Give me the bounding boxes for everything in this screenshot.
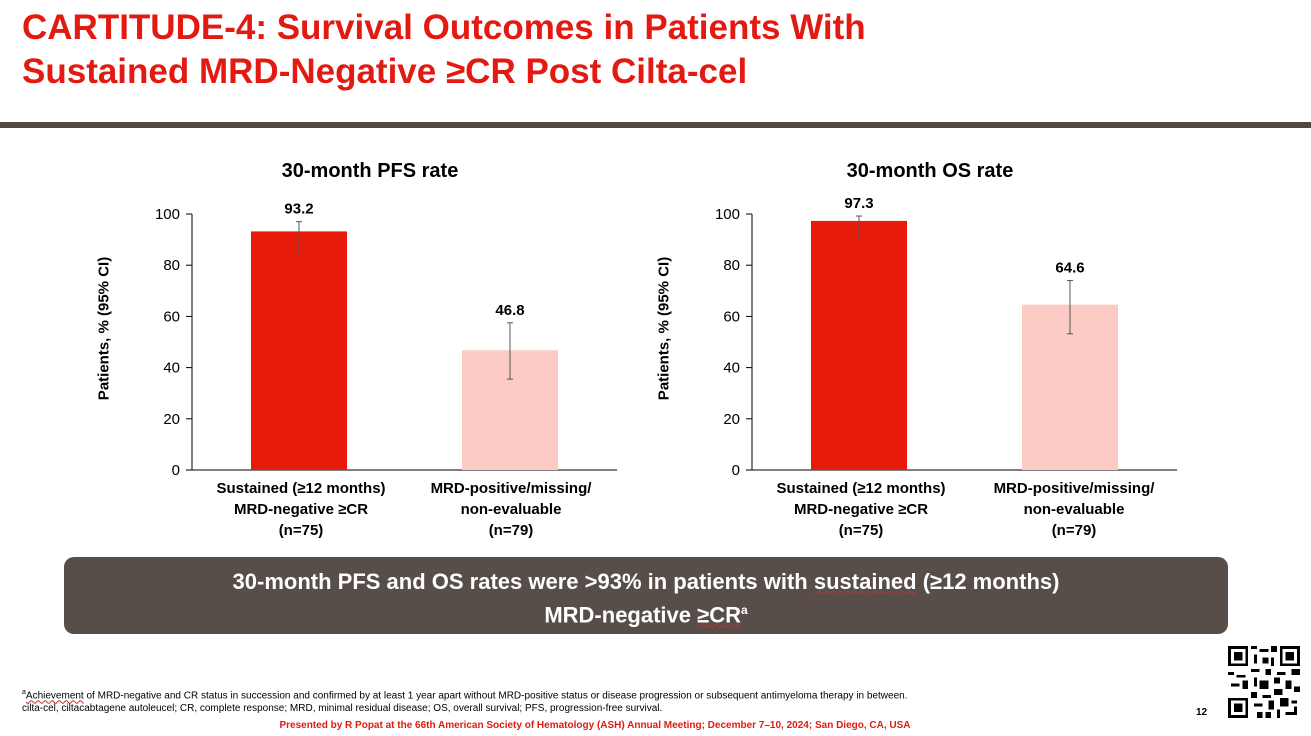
os-y-axis-label: Patients, % (95% CI) [655, 256, 673, 401]
footnote-squiggle-word: Achievement [25, 690, 84, 702]
banner-footnote-marker: a [740, 603, 748, 617]
os-y-tick-label: 60 [723, 308, 740, 325]
os-category-label-line: non-evaluable [1023, 501, 1125, 518]
os-category-label-line: (n=79) [1051, 522, 1097, 539]
os-value-label: 97.3 [844, 195, 873, 212]
pfs-y-tick-label: 100 [155, 206, 180, 223]
pfs-category-label-sustained: Sustained (≥12 months) MRD-negative ≥CR … [201, 478, 401, 541]
pfs-bar-sustained [251, 231, 347, 470]
banner-text-cr: ≥CR [697, 602, 741, 628]
banner-text: 30-month PFS and OS rates were >93% in p… [232, 569, 814, 594]
os-y-tick-label: 80 [723, 257, 740, 274]
os-chart: 0 20 40 60 80 100 97.3 64.6 30-month OS rate Pa… [620, 150, 1200, 550]
banner-text: MRD-negative [544, 602, 698, 628]
os-y-tick-label: 0 [732, 462, 740, 479]
pfs-category-label-line: MRD-positive/missing/ [430, 480, 592, 497]
os-category-label-line: MRD-positive/missing/ [993, 480, 1155, 497]
title-divider [0, 122, 1311, 128]
slide-title-line1: CARTITUDE-4: Survival Outcomes in Patien… [22, 8, 866, 47]
os-y-tick-label: 40 [723, 360, 740, 377]
os-category-label-line: MRD-negative ≥CR [793, 501, 929, 518]
pfs-chart-canvas: 0 20 40 60 80 100 93.2 46.8 [155, 201, 617, 479]
os-category-label-line: (n=75) [838, 522, 884, 539]
pfs-y-tick-label: 60 [163, 308, 180, 325]
os-category-label-mrd-positive: MRD-positive/missing/ non-evaluable (n=7… [974, 478, 1174, 541]
presenter-credit: Presented by R Popat at the 66th America… [279, 720, 911, 731]
pfs-category-label-line: Sustained (≥12 months) [216, 480, 386, 497]
footnote-line1: aAchievement of MRD-negative and CR stat… [22, 686, 1122, 702]
pfs-y-tick-label: 0 [172, 462, 180, 479]
os-y-tick-label: 100 [715, 206, 740, 223]
banner-line2: MRD-negative ≥CRa [64, 596, 1228, 629]
pfs-category-label-line: (n=79) [488, 522, 534, 539]
footnote: aAchievement of MRD-negative and CR stat… [22, 686, 1122, 715]
pfs-value-label: 46.8 [495, 302, 524, 319]
footnote-text: of MRD-negative and CR status in success… [83, 690, 908, 702]
pfs-y-axis-label: Patients, % (95% CI) [95, 256, 113, 401]
os-y-tick-label: 20 [723, 411, 740, 428]
os-category-label-line: Sustained (≥12 months) [776, 480, 946, 497]
os-bar-sustained [811, 220, 907, 470]
banner-line1: 30-month PFS and OS rates were >93% in p… [64, 567, 1228, 596]
qr-code-icon[interactable] [1228, 646, 1300, 718]
pfs-category-label-line: non-evaluable [460, 501, 562, 518]
pfs-y-tick-label: 40 [163, 360, 180, 377]
footnote-marker: a [22, 689, 26, 696]
os-value-label: 64.6 [1055, 260, 1084, 277]
os-chart-canvas: 0 20 40 60 80 100 97.3 64.6 [715, 195, 1177, 479]
banner-text-sustained: sustained [813, 569, 917, 594]
pfs-category-label-line: (n=75) [278, 522, 324, 539]
pfs-category-label-line: MRD-negative ≥CR [233, 501, 369, 518]
slide-title-line2: Sustained MRD-Negative ≥CR Post Cilta-ce… [22, 52, 748, 91]
footnote-abbreviations: cilta-cel, ciltacabtagene autoleucel; CR… [22, 703, 663, 715]
key-finding-banner: 30-month PFS and OS rates were >93% in p… [64, 557, 1228, 634]
pfs-chart: 0 20 40 60 80 100 93.2 46.8 30-month PFS rate P… [60, 150, 640, 550]
os-category-label-sustained: Sustained (≥12 months) MRD-negative ≥CR … [761, 478, 961, 541]
os-chart-title: 30-month OS rate [846, 160, 1014, 182]
pfs-value-label: 93.2 [284, 201, 313, 218]
pfs-chart-title: 30-month PFS rate [281, 160, 459, 182]
pfs-category-label-mrd-positive: MRD-positive/missing/ non-evaluable (n=7… [411, 478, 611, 541]
banner-text: (≥12 months) [916, 569, 1060, 594]
page-number: 12 [1196, 707, 1208, 718]
slide-title: CARTITUDE-4: Survival Outcomes in Patien… [22, 6, 1222, 94]
pfs-y-tick-label: 20 [163, 411, 180, 428]
pfs-y-tick-label: 80 [163, 257, 180, 274]
